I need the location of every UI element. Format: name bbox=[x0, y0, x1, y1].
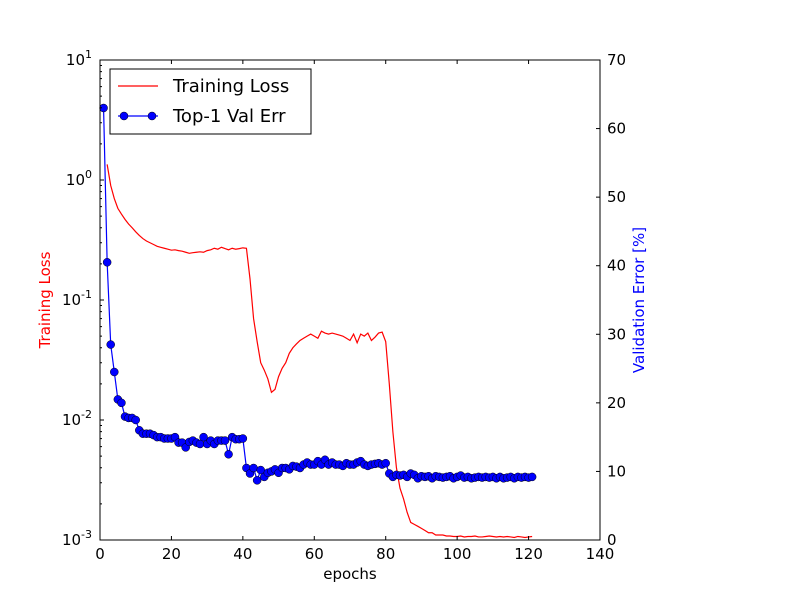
left-tick-label: 10-1 bbox=[62, 288, 92, 309]
left-tick-label: 101 bbox=[66, 48, 92, 69]
legend: Training Loss Top-1 Val Err bbox=[109, 68, 312, 135]
right-tick-label: 0 bbox=[607, 531, 617, 549]
val-err-point bbox=[117, 398, 126, 408]
val-err-point bbox=[224, 450, 233, 459]
legend-marker-val-err bbox=[119, 111, 129, 121]
val-err-point bbox=[527, 472, 537, 482]
left-tick-label: 100 bbox=[66, 168, 92, 189]
training-loss-line bbox=[106, 164, 533, 539]
legend-box bbox=[109, 68, 312, 135]
right-tick-label: 40 bbox=[607, 257, 626, 275]
x-tick-label: 60 bbox=[305, 545, 324, 563]
right-tick-label: 50 bbox=[607, 188, 626, 206]
legend-marker-val-err bbox=[147, 111, 157, 121]
left-axis-title: Training Loss bbox=[36, 251, 54, 349]
val-err-point bbox=[199, 432, 208, 442]
val-err-point bbox=[252, 476, 262, 485]
legend-label-training-loss: Training Loss bbox=[172, 76, 289, 97]
x-tick-label: 100 bbox=[443, 545, 472, 563]
left-axis-label: Training Loss bbox=[36, 251, 54, 349]
val-err-line bbox=[102, 107, 533, 483]
x-tick-label: 120 bbox=[514, 545, 543, 563]
val-err-point bbox=[102, 258, 112, 267]
val-err-point bbox=[106, 340, 115, 349]
left-tick-label: 10-3 bbox=[62, 528, 92, 549]
x-tick-label: 140 bbox=[586, 545, 615, 563]
val-err-point bbox=[249, 463, 258, 473]
x-axis-label: epochs bbox=[323, 565, 377, 583]
val-err-point bbox=[238, 434, 248, 443]
right-axis-label: Validation Error [%] bbox=[630, 227, 648, 373]
val-err-point bbox=[131, 415, 140, 425]
left-tick-label: 10-2 bbox=[62, 408, 92, 429]
right-axis-title: Validation Error [%] bbox=[630, 227, 648, 373]
x-tick-label: 20 bbox=[162, 545, 181, 563]
x-tick-label: 40 bbox=[233, 545, 252, 563]
legend-label-val-err: Top-1 Val Err bbox=[172, 106, 286, 127]
val-err-point bbox=[381, 458, 390, 468]
val-err-point bbox=[110, 367, 119, 377]
right-tick-label: 10 bbox=[607, 462, 626, 480]
x-tick-label: 0 bbox=[95, 545, 105, 563]
x-tick-label: 80 bbox=[376, 545, 395, 563]
right-tick-label: 60 bbox=[607, 120, 626, 138]
right-tick-label: 30 bbox=[607, 325, 626, 343]
right-tick-label: 20 bbox=[607, 394, 626, 412]
val-err-point bbox=[220, 436, 230, 445]
right-tick-label: 70 bbox=[607, 51, 626, 69]
